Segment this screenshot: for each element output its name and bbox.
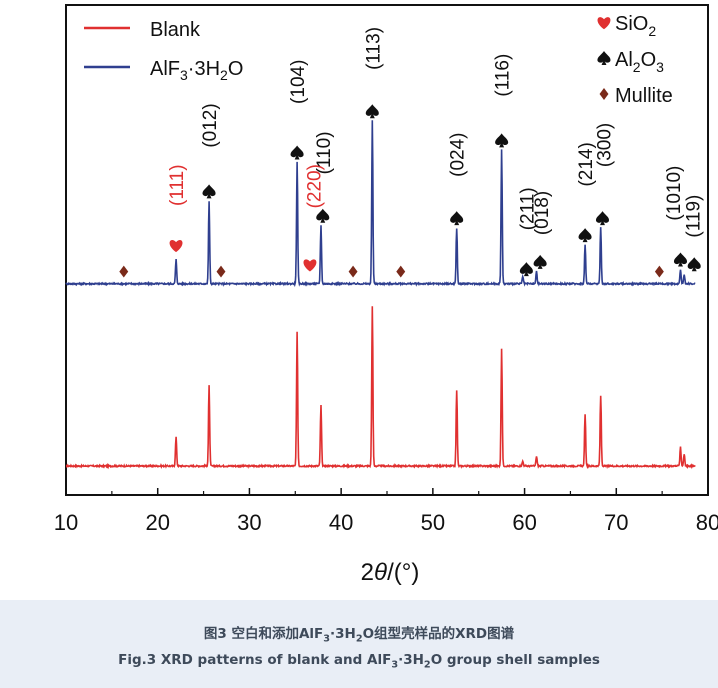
series-line-blank xyxy=(65,306,696,470)
spade-icon xyxy=(597,51,611,65)
x-tick-label: 70 xyxy=(604,510,628,535)
spade-icon xyxy=(687,257,701,272)
diamond-icon xyxy=(654,265,664,278)
phase-legend-label: Al2O3 xyxy=(615,49,664,75)
spade-icon xyxy=(533,254,547,269)
diamond-icon xyxy=(396,265,406,278)
x-tick-label: 30 xyxy=(237,510,261,535)
spade-icon xyxy=(290,145,304,160)
hkl-label: (220) xyxy=(305,164,326,208)
caption-chinese: 图3 空白和添加AlF3·3H2O组型壳样品的XRD图谱 xyxy=(203,626,515,645)
spade-icon xyxy=(519,262,533,277)
x-tick-label: 80 xyxy=(696,510,718,535)
hkl-label: (214) xyxy=(576,142,597,186)
figure-caption: 图3 空白和添加AlF3·3H2O组型壳样品的XRD图谱 Fig.3 XRD p… xyxy=(0,600,718,688)
x-tick-label: 60 xyxy=(512,510,536,535)
phase-legend-label: Mullite xyxy=(615,85,673,107)
x-tick-label: 10 xyxy=(54,510,78,535)
spade-icon xyxy=(495,133,509,148)
diamond-icon xyxy=(119,265,129,278)
diamond-icon xyxy=(599,88,609,100)
x-tick-label: 40 xyxy=(329,510,353,535)
x-tick-label: 20 xyxy=(145,510,169,535)
x-axis-label: 2θ/(°) xyxy=(361,559,420,586)
hkl-label: (024) xyxy=(448,132,469,176)
legend-label-alf3: AlF3·3H2O xyxy=(150,58,243,83)
hkl-label: (116) xyxy=(493,54,514,97)
spade-icon xyxy=(450,211,464,226)
hkl-label: (211) xyxy=(517,187,538,230)
diamond-icon xyxy=(216,265,226,278)
spade-icon xyxy=(596,211,610,226)
heart-icon xyxy=(169,239,183,253)
spade-icon xyxy=(673,252,688,267)
x-tick-label: 50 xyxy=(421,510,445,535)
hkl-label: (119) xyxy=(683,195,704,238)
hkl-label: (012) xyxy=(200,103,221,147)
heart-icon xyxy=(303,259,317,272)
hkl-label: (110) xyxy=(314,131,335,174)
caption-english: Fig.3 XRD patterns of blank and AlF3·3H2… xyxy=(118,652,600,671)
spade-icon xyxy=(202,184,216,199)
xrd-chart: (111) (012) (104) (220)(110) (113) (024) (116)… xyxy=(54,4,718,586)
phase-legend: SiO2 Al2O3 Mullite xyxy=(597,13,673,107)
x-axis: 10 20 30 40 50 60 70 80 xyxy=(54,488,718,535)
hkl-labels-layer: (111) (012) (104) (220)(110) (113) (024) (116)… xyxy=(167,27,704,238)
hkl-label: (104) xyxy=(288,60,309,104)
series-line-alf3 xyxy=(65,120,696,288)
spade-icon xyxy=(316,208,330,223)
hkl-label: (1010) xyxy=(664,166,685,221)
curves-layer xyxy=(65,120,696,470)
legend-label-blank: Blank xyxy=(150,19,201,41)
hkl-label: (113) xyxy=(363,27,384,70)
legend: Blank AlF3·3H2O xyxy=(84,19,243,83)
spade-icon xyxy=(578,228,592,243)
diamond-icon xyxy=(348,265,358,278)
phase-legend-label: SiO2 xyxy=(615,13,656,39)
heart-icon xyxy=(597,17,611,30)
spade-icon xyxy=(365,104,379,119)
hkl-label: (111) xyxy=(167,164,188,206)
markers-layer xyxy=(119,104,701,278)
hkl-label: (018) xyxy=(532,191,553,235)
hkl-label: (300) xyxy=(594,123,615,167)
